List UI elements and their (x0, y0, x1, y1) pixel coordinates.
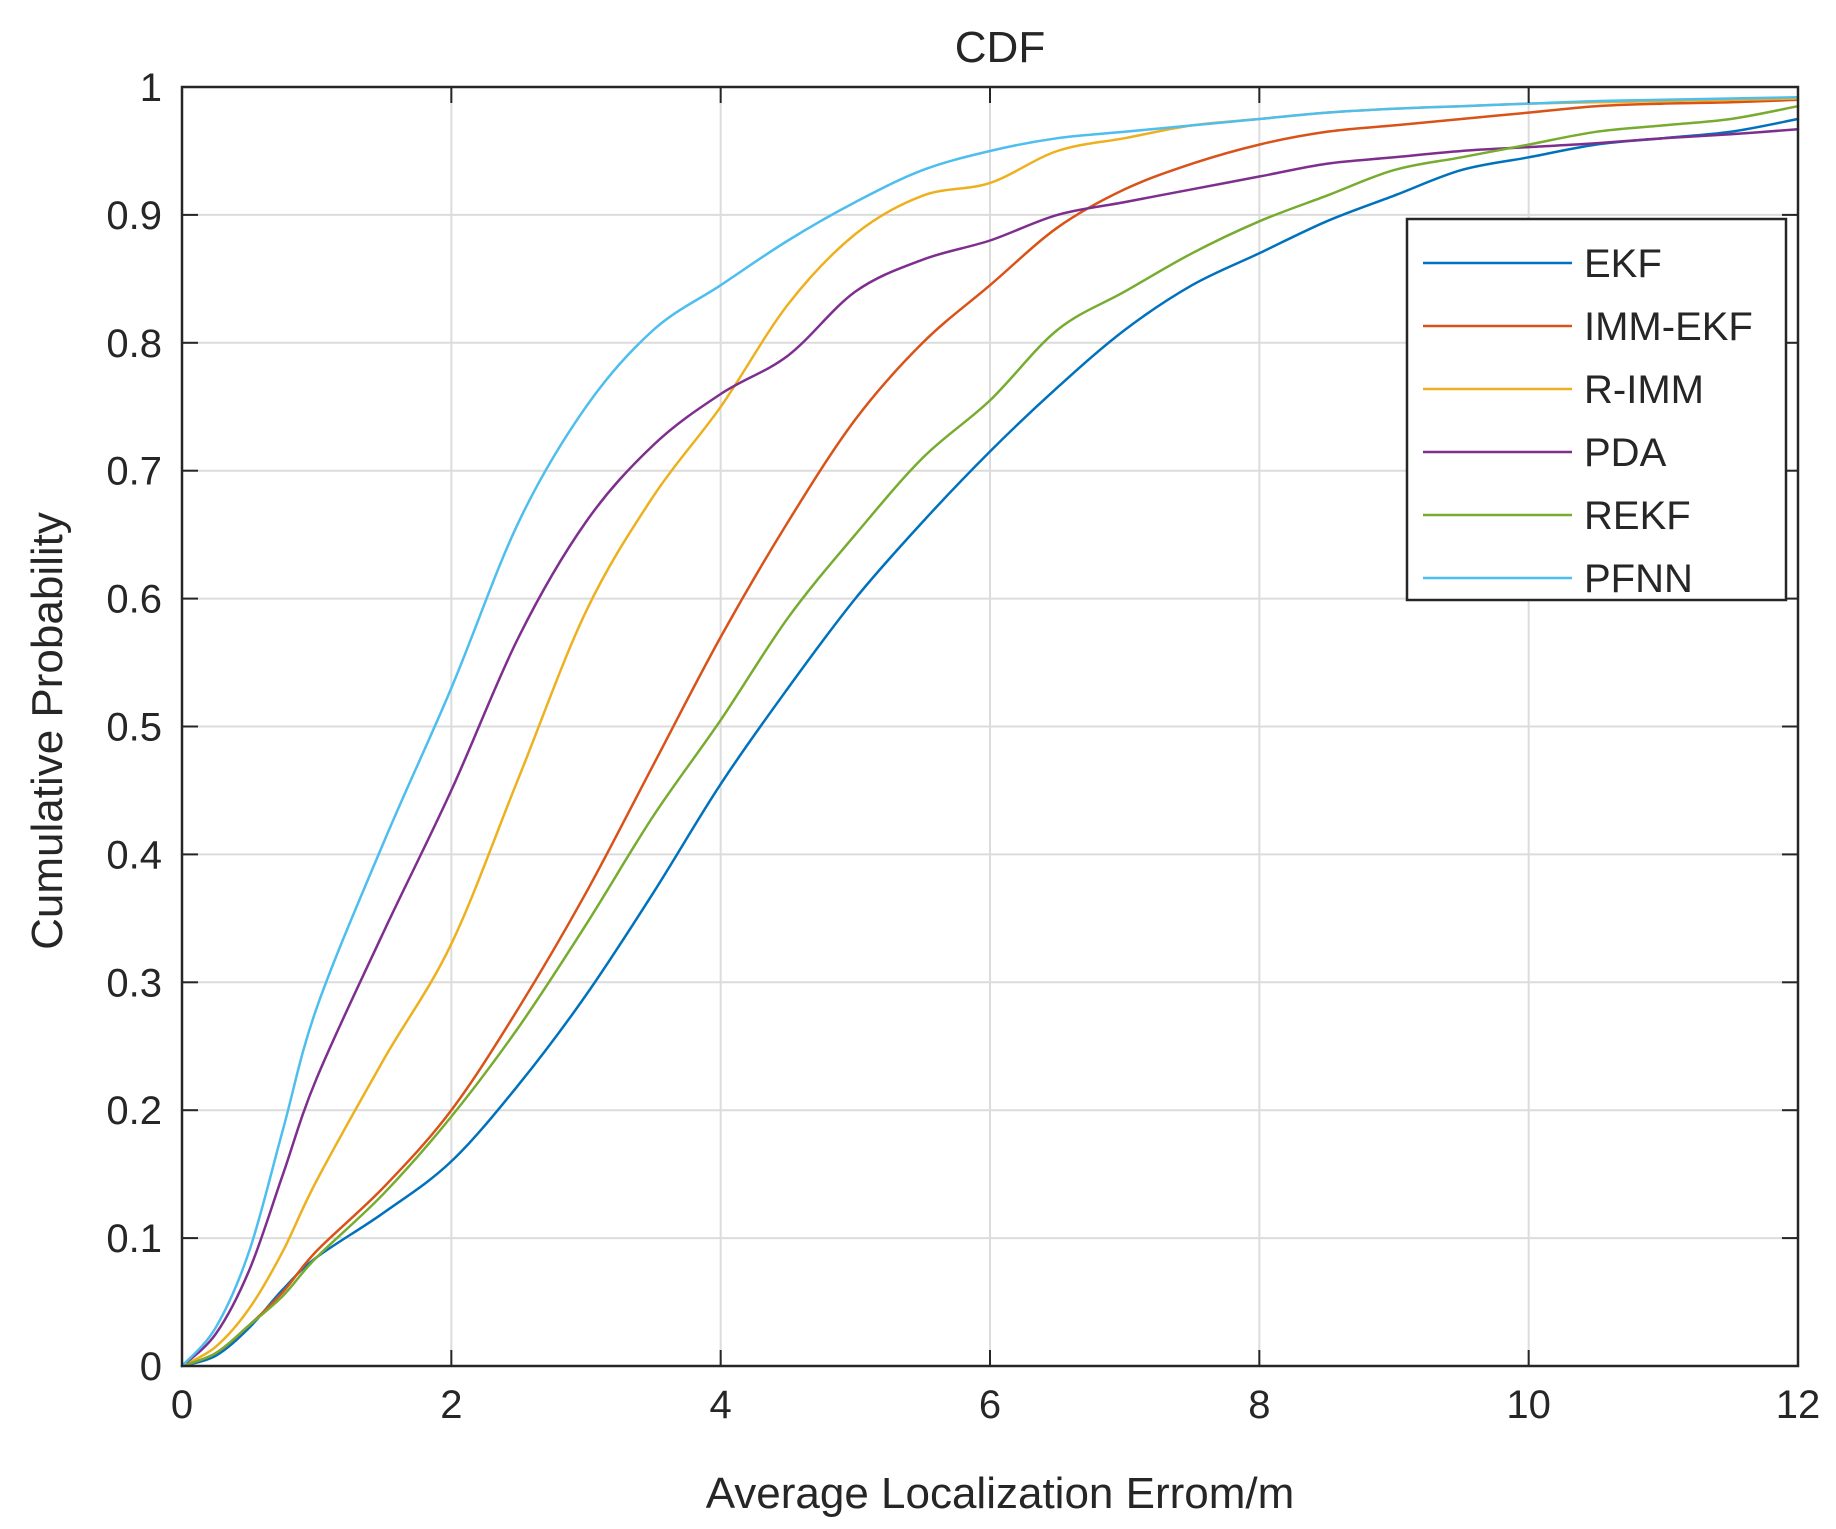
y-tick-label: 0.1 (106, 1217, 162, 1261)
chart-title: CDF (955, 23, 1045, 72)
series-line-pfnn (180, 95, 1800, 1368)
legend-label-imm-ekf: IMM-EKF (1584, 305, 1753, 349)
x-axis-label: Average Localization Errom/m (706, 1469, 1295, 1518)
y-tick-label: 0.9 (106, 194, 162, 238)
series-line-ekf (180, 117, 1800, 1368)
y-tick-label: 0.2 (106, 1089, 162, 1133)
x-tick-label: 8 (1248, 1383, 1270, 1427)
y-tick-label: 0.4 (106, 833, 162, 877)
series-layer (180, 95, 1800, 1368)
x-tick-label: 0 (171, 1383, 193, 1427)
legend-box (1405, 217, 1788, 602)
x-tick-label: 10 (1506, 1383, 1551, 1427)
legend-label-pfnn: PFNN (1584, 557, 1693, 601)
legend-label-rekf: REKF (1584, 494, 1691, 538)
y-tick-label: 0.8 (106, 322, 162, 366)
y-tick-label: 0.6 (106, 578, 162, 622)
legend-label-pda: PDA (1584, 431, 1667, 475)
series-line-imm-ekf (180, 98, 1800, 1368)
y-axis-label: Cumulative Probability (23, 512, 72, 950)
axis-ticks: 0 2 4 6 8 10 12 0 0.1 0.2 0.3 0.4 0.5 0.6 0.7 0.8 0.9 1 (106, 66, 1820, 1427)
x-tick-label: 2 (440, 1383, 462, 1427)
x-tick-label: 4 (710, 1383, 732, 1427)
series-line-pda (180, 127, 1800, 1368)
x-tick-label: 6 (979, 1383, 1001, 1427)
legend-label-ekf: EKF (1584, 242, 1662, 286)
y-tick-label: 0.3 (106, 961, 162, 1005)
y-tick-label: 0.7 (106, 450, 162, 494)
x-tick-label: 12 (1776, 1383, 1821, 1427)
y-tick-label: 0 (140, 1345, 162, 1389)
series-line-rekf (180, 104, 1800, 1368)
legend: EKF IMM-EKF R-IMM PDA REKF PFNN (1405, 217, 1788, 602)
y-tick-label: 0.5 (106, 706, 162, 750)
legend-label-r-imm: R-IMM (1584, 368, 1704, 412)
y-tick-label: 1 (140, 66, 162, 110)
